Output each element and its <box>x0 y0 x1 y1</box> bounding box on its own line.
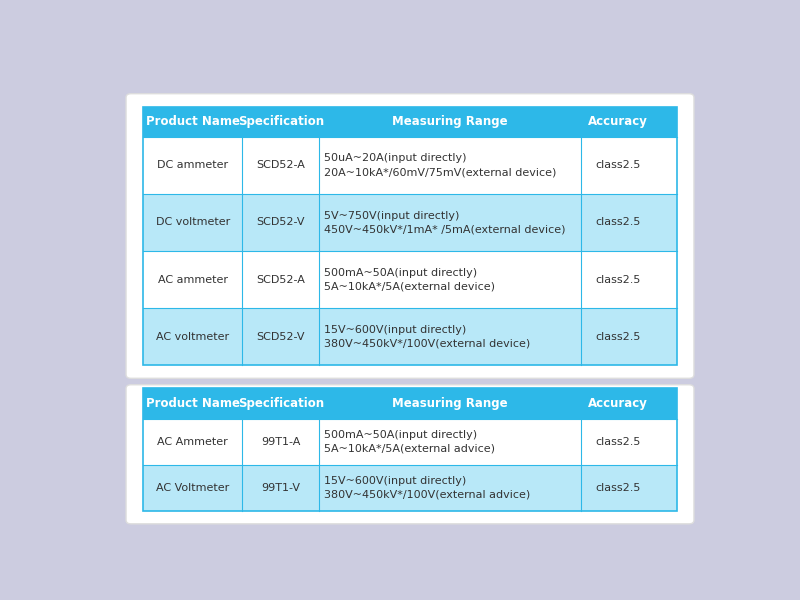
Text: AC ammeter: AC ammeter <box>158 275 228 284</box>
Text: Product Name: Product Name <box>146 397 240 410</box>
Text: 99T1-V: 99T1-V <box>261 483 300 493</box>
Bar <box>143 107 677 137</box>
Text: 5V~750V(input directly)
450V~450kV*/1mA* /5mA(external device): 5V~750V(input directly) 450V~450kV*/1mA*… <box>324 211 565 234</box>
Bar <box>143 464 677 511</box>
Text: Accuracy: Accuracy <box>588 397 648 410</box>
Text: class2.5: class2.5 <box>595 217 641 227</box>
Text: AC voltmeter: AC voltmeter <box>156 332 230 342</box>
Bar <box>143 388 677 419</box>
Text: AC Voltmeter: AC Voltmeter <box>156 483 230 493</box>
Text: Product Name: Product Name <box>146 115 240 128</box>
Text: DC voltmeter: DC voltmeter <box>155 217 230 227</box>
Bar <box>143 388 677 511</box>
Text: 500mA~50A(input directly)
5A~10kA*/5A(external device): 500mA~50A(input directly) 5A~10kA*/5A(ex… <box>324 268 494 292</box>
Text: Measuring Range: Measuring Range <box>392 115 508 128</box>
Text: class2.5: class2.5 <box>595 275 641 284</box>
Text: 500mA~50A(input directly)
5A~10kA*/5A(external advice): 500mA~50A(input directly) 5A~10kA*/5A(ex… <box>324 430 494 454</box>
Text: SCD52-V: SCD52-V <box>257 217 305 227</box>
Text: DC ammeter: DC ammeter <box>157 160 228 170</box>
Text: 99T1-A: 99T1-A <box>261 437 300 446</box>
FancyBboxPatch shape <box>126 385 694 524</box>
Text: Specification: Specification <box>238 115 324 128</box>
Text: Measuring Range: Measuring Range <box>392 397 508 410</box>
Text: AC Ammeter: AC Ammeter <box>158 437 228 446</box>
Bar <box>143 107 677 365</box>
Text: SCD52-A: SCD52-A <box>256 160 305 170</box>
Text: Specification: Specification <box>238 397 324 410</box>
Text: class2.5: class2.5 <box>595 483 641 493</box>
Text: SCD52-V: SCD52-V <box>257 332 305 342</box>
Bar <box>143 194 677 251</box>
FancyBboxPatch shape <box>126 94 694 379</box>
Text: Accuracy: Accuracy <box>588 115 648 128</box>
Bar <box>143 137 677 194</box>
Text: 50uA~20A(input directly)
20A~10kA*/60mV/75mV(external device): 50uA~20A(input directly) 20A~10kA*/60mV/… <box>324 154 556 177</box>
Text: class2.5: class2.5 <box>595 437 641 446</box>
Text: class2.5: class2.5 <box>595 332 641 342</box>
Text: 15V~600V(input directly)
380V~450kV*/100V(external device): 15V~600V(input directly) 380V~450kV*/100… <box>324 325 530 349</box>
Bar <box>143 419 677 464</box>
Text: SCD52-A: SCD52-A <box>256 275 305 284</box>
Text: class2.5: class2.5 <box>595 160 641 170</box>
Bar <box>143 308 677 365</box>
Text: 15V~600V(input directly)
380V~450kV*/100V(external advice): 15V~600V(input directly) 380V~450kV*/100… <box>324 476 530 500</box>
Bar <box>143 251 677 308</box>
